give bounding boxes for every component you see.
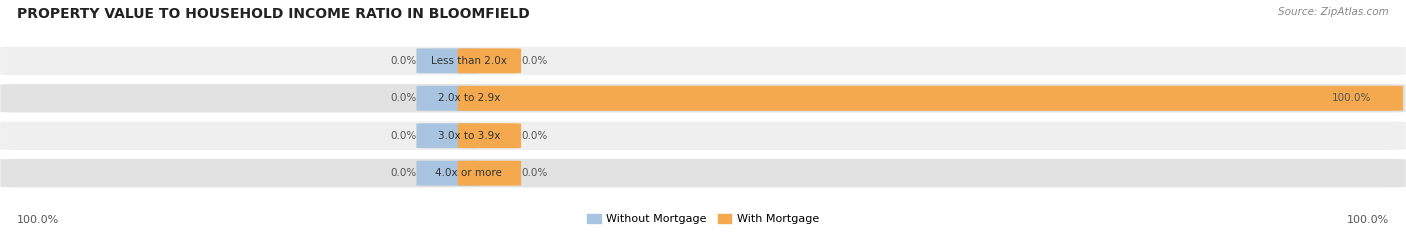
- FancyBboxPatch shape: [458, 86, 1403, 111]
- Text: 100.0%: 100.0%: [1347, 215, 1389, 225]
- Text: 100.0%: 100.0%: [1331, 93, 1371, 103]
- Text: 0.0%: 0.0%: [522, 168, 547, 178]
- FancyBboxPatch shape: [416, 161, 479, 186]
- Text: 0.0%: 0.0%: [389, 93, 416, 103]
- Text: 2.0x to 2.9x: 2.0x to 2.9x: [437, 93, 501, 103]
- Text: 100.0%: 100.0%: [17, 215, 59, 225]
- FancyBboxPatch shape: [458, 161, 522, 186]
- FancyBboxPatch shape: [458, 123, 522, 148]
- FancyBboxPatch shape: [0, 47, 1406, 75]
- FancyBboxPatch shape: [0, 121, 1406, 150]
- Text: 3.0x to 3.9x: 3.0x to 3.9x: [437, 131, 501, 141]
- Text: 0.0%: 0.0%: [389, 131, 416, 141]
- Text: PROPERTY VALUE TO HOUSEHOLD INCOME RATIO IN BLOOMFIELD: PROPERTY VALUE TO HOUSEHOLD INCOME RATIO…: [17, 7, 530, 21]
- FancyBboxPatch shape: [416, 48, 479, 73]
- FancyBboxPatch shape: [458, 48, 522, 73]
- Text: Source: ZipAtlas.com: Source: ZipAtlas.com: [1278, 7, 1389, 17]
- FancyBboxPatch shape: [0, 84, 1406, 113]
- Text: 0.0%: 0.0%: [522, 131, 547, 141]
- FancyBboxPatch shape: [416, 123, 479, 148]
- Text: 4.0x or more: 4.0x or more: [436, 168, 502, 178]
- Text: 0.0%: 0.0%: [522, 56, 547, 66]
- Text: 0.0%: 0.0%: [389, 168, 416, 178]
- Legend: Without Mortgage, With Mortgage: Without Mortgage, With Mortgage: [582, 209, 824, 228]
- FancyBboxPatch shape: [416, 86, 479, 111]
- Text: Less than 2.0x: Less than 2.0x: [430, 56, 506, 66]
- Text: 0.0%: 0.0%: [389, 56, 416, 66]
- FancyBboxPatch shape: [0, 159, 1406, 187]
